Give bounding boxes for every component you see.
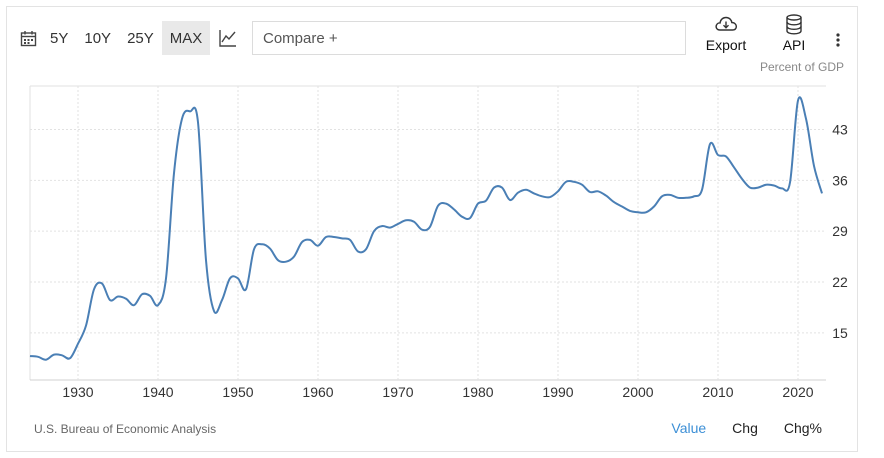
x-tick-label: 2010 [702,384,733,400]
range-button-25y[interactable]: 25Y [127,29,154,47]
mode-chg[interactable]: Chg [732,420,758,436]
export-button[interactable]: Export [696,14,756,53]
x-tick-label: 1980 [462,384,493,400]
unit-label: Percent of GDP [759,60,844,74]
chart-panel [6,6,858,452]
x-tick-label: 1930 [62,384,93,400]
x-tick-label: 1990 [542,384,573,400]
database-icon [764,14,824,36]
export-label: Export [705,37,747,53]
x-tick-label: 2000 [622,384,653,400]
mode-value[interactable]: Value [671,420,707,436]
x-tick-label: 1950 [222,384,253,400]
range-button-5y[interactable]: 5Y [50,29,69,47]
x-tick-label: 1970 [382,384,413,400]
x-tick-label: 1940 [142,384,173,400]
source-label: U.S. Bureau of Economic Analysis [34,422,217,436]
y-tick-label: 15 [832,325,848,341]
api-label: API [782,37,806,53]
range-button-max[interactable]: MAX [161,21,211,55]
toolbar: 5Y 10Y 25Y MAX [14,20,242,56]
series-line [29,96,823,361]
line-chart-icon[interactable] [214,21,242,55]
y-tick-label: 29 [832,223,848,239]
y-tick-label: 22 [832,274,848,290]
api-button[interactable]: API [764,14,824,53]
y-tick-label: 36 [832,172,848,188]
mode-selector: Value Chg Chg% [671,420,822,436]
cloud-download-icon [696,14,756,36]
mode-chg-pct[interactable]: Chg% [783,420,822,436]
range-button-10y[interactable]: 10Y [84,29,112,47]
more-options-icon[interactable] [828,30,848,50]
x-tick-label: 2020 [782,384,813,400]
calendar-icon[interactable] [14,21,42,55]
x-tick-label: 1960 [302,384,333,400]
compare-input[interactable] [252,21,686,55]
y-tick-label: 43 [832,122,848,138]
